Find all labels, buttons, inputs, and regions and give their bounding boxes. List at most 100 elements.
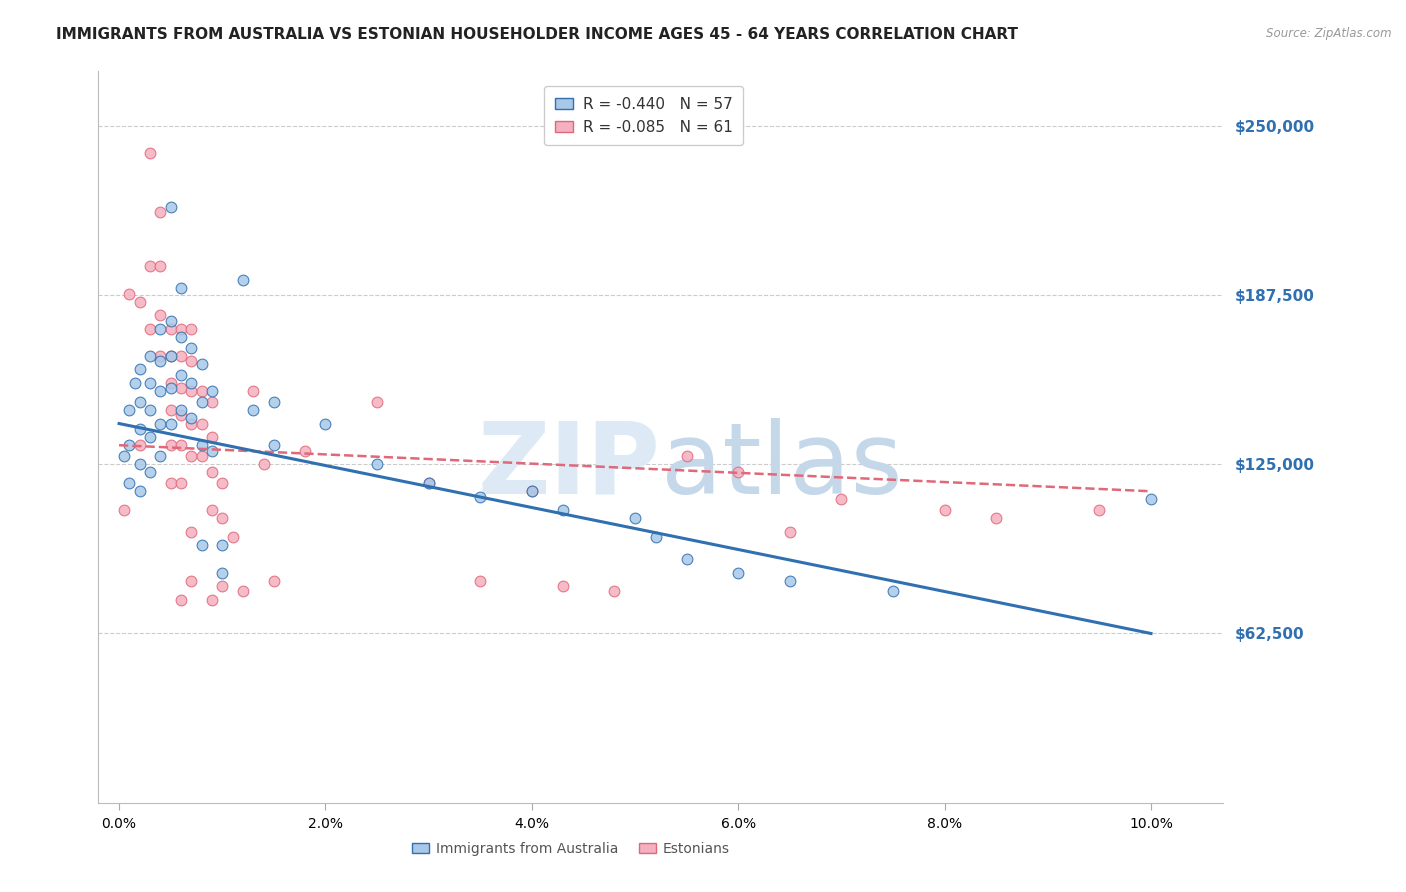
Point	[190, 449, 212, 463]
Point	[139, 403, 162, 417]
Point	[149, 260, 172, 274]
Point	[159, 438, 181, 452]
Point	[675, 552, 697, 566]
Point	[170, 281, 193, 295]
Point	[470, 574, 492, 588]
Point	[149, 322, 172, 336]
Point	[1140, 492, 1163, 507]
Point	[190, 438, 212, 452]
Point	[118, 438, 141, 452]
Point	[180, 322, 202, 336]
Point	[149, 384, 172, 398]
Point	[118, 476, 141, 491]
Point	[201, 592, 224, 607]
Point	[201, 395, 224, 409]
Point	[128, 395, 150, 409]
Point	[520, 484, 543, 499]
Point	[190, 417, 212, 431]
Point	[180, 384, 202, 398]
Point	[779, 574, 801, 588]
Point	[211, 511, 233, 525]
Legend: Immigrants from Australia, Estonians: Immigrants from Australia, Estonians	[406, 837, 735, 862]
Point	[139, 376, 162, 390]
Point	[201, 503, 224, 517]
Text: ZIP: ZIP	[478, 417, 661, 515]
Point	[170, 409, 193, 423]
Point	[263, 574, 285, 588]
Point	[190, 395, 212, 409]
Point	[201, 465, 224, 479]
Point	[139, 145, 162, 160]
Point	[170, 403, 193, 417]
Point	[180, 341, 202, 355]
Point	[170, 476, 193, 491]
Point	[624, 511, 647, 525]
Point	[314, 417, 336, 431]
Point	[190, 538, 212, 552]
Point	[159, 476, 181, 491]
Point	[263, 438, 285, 452]
Text: IMMIGRANTS FROM AUSTRALIA VS ESTONIAN HOUSEHOLDER INCOME AGES 45 - 64 YEARS CORR: IMMIGRANTS FROM AUSTRALIA VS ESTONIAN HO…	[56, 27, 1018, 42]
Point	[366, 457, 388, 471]
Point	[170, 349, 193, 363]
Point	[159, 313, 181, 327]
Point	[180, 524, 202, 539]
Point	[551, 579, 574, 593]
Point	[139, 430, 162, 444]
Point	[170, 438, 193, 452]
Point	[159, 381, 181, 395]
Point	[149, 354, 172, 368]
Text: Source: ZipAtlas.com: Source: ZipAtlas.com	[1267, 27, 1392, 40]
Point	[551, 503, 574, 517]
Point	[159, 200, 181, 214]
Point	[221, 530, 243, 544]
Point	[128, 457, 150, 471]
Point	[139, 260, 162, 274]
Point	[1088, 503, 1111, 517]
Point	[180, 449, 202, 463]
Point	[201, 430, 224, 444]
Point	[159, 349, 181, 363]
Point	[263, 395, 285, 409]
Point	[128, 362, 150, 376]
Point	[128, 484, 150, 499]
Point	[211, 538, 233, 552]
Point	[470, 490, 492, 504]
Point	[159, 376, 181, 390]
Point	[149, 417, 172, 431]
Point	[882, 584, 904, 599]
Point	[727, 566, 749, 580]
Point	[830, 492, 852, 507]
Point	[180, 411, 202, 425]
Point	[118, 286, 141, 301]
Point	[128, 422, 150, 436]
Point	[180, 376, 202, 390]
Point	[170, 592, 193, 607]
Point	[118, 403, 141, 417]
Point	[170, 330, 193, 344]
Point	[159, 403, 181, 417]
Point	[170, 368, 193, 382]
Point	[211, 579, 233, 593]
Point	[252, 457, 274, 471]
Point	[180, 417, 202, 431]
Point	[159, 417, 181, 431]
Point	[139, 465, 162, 479]
Point	[201, 384, 224, 398]
Point	[139, 322, 162, 336]
Point	[190, 357, 212, 371]
Point	[149, 205, 172, 219]
Point	[180, 574, 202, 588]
Point	[201, 443, 224, 458]
Point	[180, 354, 202, 368]
Point	[242, 403, 264, 417]
Point	[603, 584, 626, 599]
Point	[139, 349, 162, 363]
Text: atlas: atlas	[661, 417, 903, 515]
Point	[211, 476, 233, 491]
Point	[149, 308, 172, 322]
Point	[170, 381, 193, 395]
Point	[211, 566, 233, 580]
Point	[418, 476, 440, 491]
Point	[294, 443, 316, 458]
